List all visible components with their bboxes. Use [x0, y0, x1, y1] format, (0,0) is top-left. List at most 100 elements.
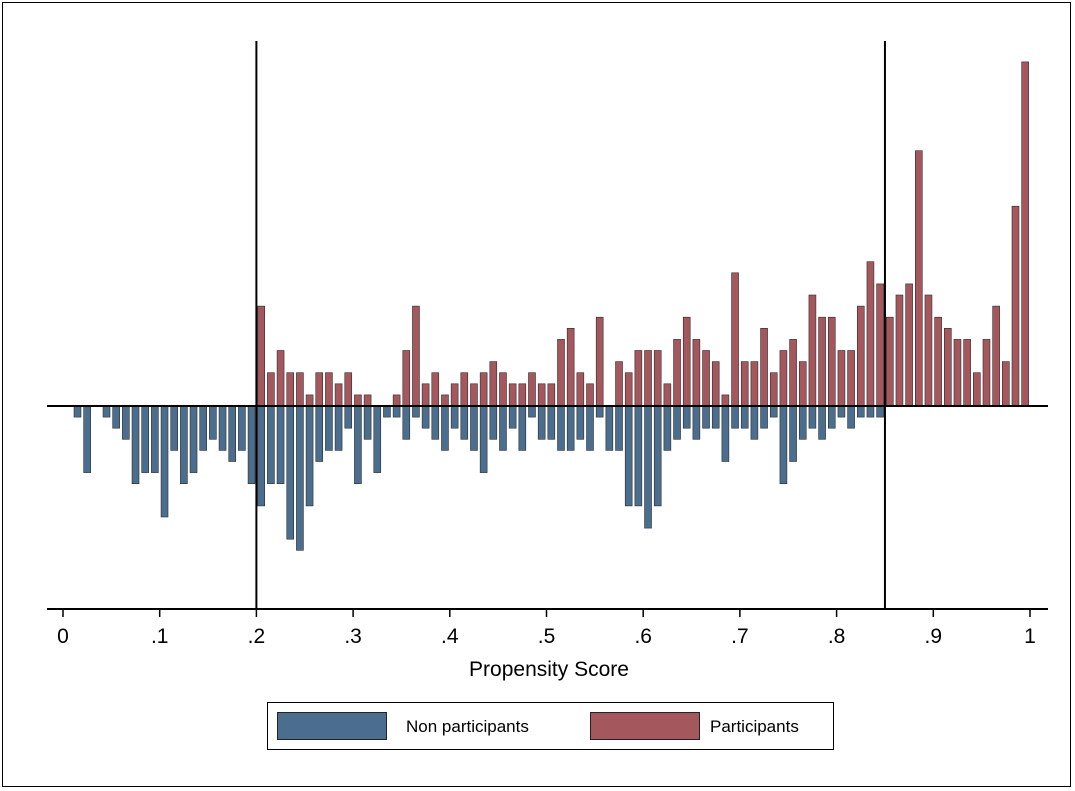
participants-bar — [856, 305, 865, 407]
x-tick-label: 0 — [57, 625, 69, 648]
non-participants-bar — [238, 405, 246, 451]
participants-bar — [508, 383, 517, 407]
non-participants-bar — [586, 405, 594, 451]
non-participants-bar — [673, 405, 681, 440]
non-participants-bar — [334, 405, 343, 451]
non-participants-bar — [615, 405, 623, 451]
non-participants-bar — [779, 405, 788, 484]
participants-bar — [876, 283, 884, 407]
non-participants-bar — [228, 405, 237, 462]
participants-bars — [257, 61, 1029, 407]
participants-bar — [257, 305, 266, 407]
legend-label-non-participants: Non participants — [406, 717, 529, 736]
x-tick-label: 1 — [1024, 625, 1036, 648]
non-participants-bar — [537, 405, 546, 440]
non-participants-bar — [760, 405, 768, 429]
non-participants-bar — [711, 405, 720, 429]
participants-bar — [450, 383, 459, 407]
non-participants-bar — [257, 405, 266, 507]
participants-bar — [537, 383, 546, 407]
non-participants-bar — [412, 405, 420, 418]
non-participants-bar — [731, 405, 739, 429]
participants-bar — [421, 383, 430, 407]
participants-bar — [924, 294, 933, 407]
x-tick-label: .4 — [441, 625, 459, 648]
participants-bar — [760, 327, 768, 407]
non-participants-bar — [605, 405, 614, 451]
participants-bar — [818, 316, 826, 407]
non-participants-bar — [141, 405, 149, 473]
non-participants-bar — [837, 405, 846, 418]
non-participants-bar — [170, 405, 178, 451]
non-participants-bar — [489, 405, 498, 440]
participants-bar — [354, 394, 362, 407]
participants-bar — [682, 316, 691, 407]
non-participants-bar — [827, 405, 836, 429]
non-participants-bar — [286, 405, 295, 540]
participants-bar — [973, 372, 981, 407]
participants-bar — [847, 350, 855, 407]
non-participants-bar — [876, 405, 884, 418]
x-axis-ticks: 0 .1 .2 .3 .4 .5 .6 .7 .8 .9 1 — [57, 609, 1036, 648]
non-participants-bar — [634, 405, 643, 507]
x-tick-label: .9 — [925, 625, 943, 648]
participants-bar — [905, 283, 913, 407]
non-participants-bar — [218, 405, 227, 451]
x-tick-label: .5 — [538, 625, 556, 648]
non-participants-bar — [122, 405, 130, 440]
participants-bar — [325, 372, 333, 407]
non-participants-bar — [73, 405, 82, 418]
non-participants-bar — [499, 405, 507, 451]
non-participants-bar — [151, 405, 159, 473]
participants-bar — [1002, 361, 1010, 407]
participants-bar — [595, 316, 604, 407]
participants-bar — [953, 339, 962, 407]
legend-swatch-non-participants — [277, 712, 387, 740]
non-participants-bar — [479, 405, 488, 473]
participants-bar — [1011, 205, 1020, 407]
non-participants-bar — [344, 405, 353, 429]
participants-bar — [837, 350, 846, 407]
non-participants-bar — [160, 405, 169, 518]
non-participants-bar — [189, 405, 198, 473]
participants-bar — [653, 350, 662, 407]
participants-bar — [711, 361, 720, 407]
legend-swatch-participants — [590, 712, 700, 740]
non-participants-bar — [383, 405, 391, 418]
non-participants-bar — [267, 405, 275, 484]
participants-bar — [470, 383, 478, 407]
participants-bar — [731, 272, 739, 407]
participants-bar — [915, 150, 923, 407]
non-participants-bar — [644, 405, 652, 529]
x-tick-label: .7 — [731, 625, 749, 648]
participants-bar — [750, 361, 759, 407]
x-tick-label: .1 — [151, 625, 169, 648]
non-participants-bar — [740, 405, 749, 429]
participants-bar — [702, 350, 710, 407]
non-participants-bar — [750, 405, 759, 440]
participants-bar — [740, 361, 749, 407]
propensity-score-histogram: 0 .1 .2 .3 .4 .5 .6 .7 .8 .9 1 Propensity Score — [47, 41, 1048, 681]
non-participants-bar — [296, 405, 304, 551]
legend: Non participants Participants — [267, 702, 834, 750]
participants-bar — [431, 372, 440, 407]
non-participants-bar — [547, 405, 556, 440]
participants-bar — [344, 372, 353, 407]
non-participants-bars — [73, 405, 884, 551]
participants-bar — [460, 372, 469, 407]
x-axis-label: Propensity Score — [469, 658, 629, 681]
participants-bar — [276, 350, 285, 407]
non-participants-bar — [83, 405, 91, 473]
non-participants-bar — [566, 405, 575, 451]
participants-bar — [1021, 61, 1029, 407]
participants-bar — [547, 383, 556, 407]
participants-bar — [586, 383, 594, 407]
non-participants-bar — [789, 405, 797, 462]
participants-bar — [479, 372, 488, 407]
non-participants-bar — [325, 405, 333, 451]
participants-bar — [518, 383, 527, 407]
participants-bar — [963, 339, 971, 407]
participants-bar — [673, 339, 681, 407]
participants-bar — [402, 350, 411, 407]
participants-bar — [499, 372, 507, 407]
